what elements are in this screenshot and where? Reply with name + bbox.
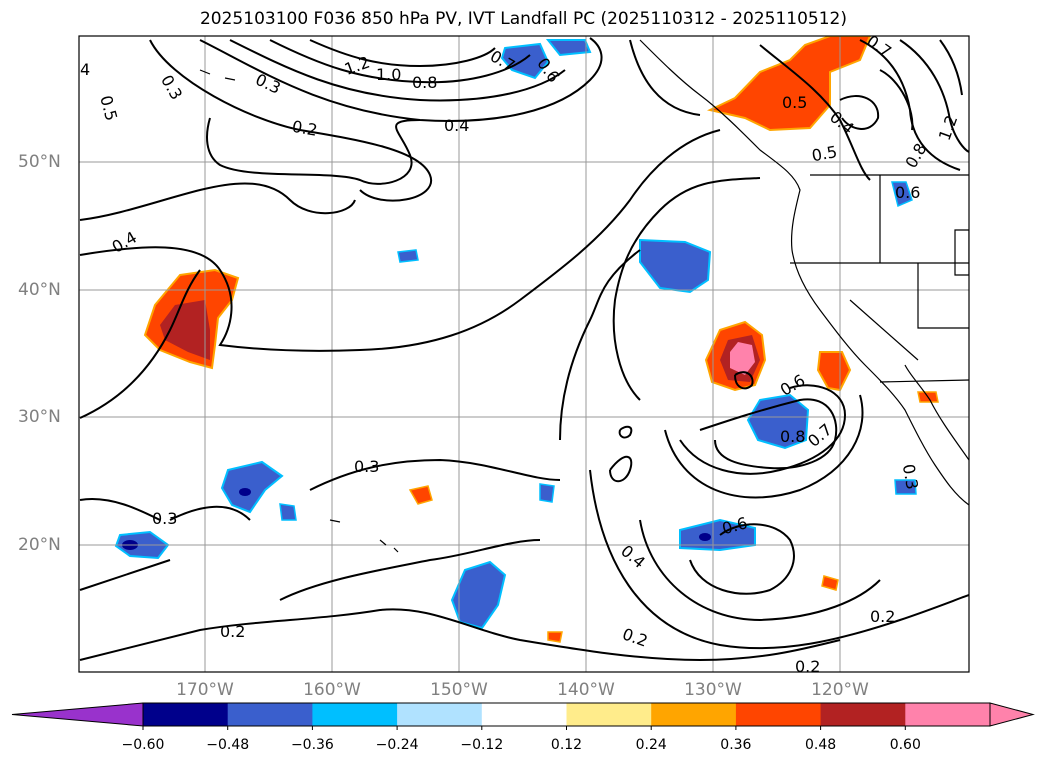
pv-contours (79, 37, 969, 662)
lat-label: 40°N (18, 280, 61, 300)
positive-anomaly-small-1 (408, 485, 433, 505)
coastlines (199, 39, 969, 553)
positive-anomaly-small-2 (547, 631, 563, 643)
negative-anomaly-small-1 (279, 503, 297, 521)
positive-anomaly-california (816, 351, 852, 392)
negative-anomaly-subtropical (746, 393, 810, 450)
contour-label: 0.4 (826, 107, 858, 138)
colorbar-segment (820, 703, 906, 726)
colorbar-tick-label: 0.60 (889, 737, 921, 753)
colorbar-tick-label: 0.24 (635, 737, 667, 753)
map-title: 2025103100 F036 850 hPa PV, IVT Landfall… (199, 9, 847, 29)
negative-anomaly-small-5 (891, 181, 913, 208)
negative-anomaly-ne-pacific (639, 238, 712, 294)
contour-label: 0.5 (96, 93, 121, 123)
contour-label: 0.3 (152, 509, 177, 528)
negative-anomaly-west-1 (220, 460, 284, 514)
contour-label: 0.2 (795, 657, 820, 676)
contour-label: 0.3 (354, 457, 379, 476)
colorbar-tick-label: −0.12 (460, 737, 504, 753)
negative-anomaly-north-2 (545, 39, 592, 57)
colorbar-segment (905, 703, 991, 726)
colorbar-extend-low (11, 702, 144, 727)
lon-label: 150°W (430, 680, 488, 700)
contour-label: 0.8 (901, 140, 930, 172)
contour-label: 0.4 (109, 227, 141, 256)
lon-label: 170°W (176, 680, 234, 700)
positive-anomaly-gulf-alaska (706, 36, 872, 132)
positive-max-central (730, 342, 755, 375)
contour-label: 0.3 (899, 463, 922, 491)
colorbar-segment (566, 703, 652, 726)
colorbar-tick-label: −0.36 (290, 737, 334, 753)
contour-label: 0.8 (780, 427, 805, 446)
contour-label: 4 (80, 60, 90, 79)
contour-label: 0.2 (291, 117, 319, 140)
colorbar-tick-label: 0.36 (720, 737, 752, 753)
contour-label: 0.2 (870, 607, 895, 626)
lon-label: 140°W (557, 680, 615, 700)
colorbar-segment (397, 703, 483, 726)
contour-label: 0.2 (220, 622, 245, 641)
colorbar-tick-label: 0.48 (805, 737, 837, 753)
graticule (79, 36, 969, 672)
positive-anomaly-small-3 (821, 575, 839, 591)
positive-core-west-pacific (160, 300, 210, 360)
contour-label: 0.2 (620, 624, 650, 651)
negative-anomaly-small-4 (894, 479, 917, 495)
contour-label: 0.8 (412, 73, 437, 92)
lon-label: 130°W (684, 680, 742, 700)
colorbar-segment (227, 703, 313, 726)
contour-label: 1.2 (342, 52, 372, 79)
contour-label: 0.5 (810, 142, 838, 165)
contour-label: 0.4 (444, 116, 469, 135)
negative-core-2 (239, 488, 251, 496)
lon-label: 160°W (303, 680, 361, 700)
negative-anomaly-south-2 (450, 560, 507, 630)
contour-label: 0.3 (253, 70, 284, 98)
lat-label: 50°N (18, 152, 61, 172)
contour-label: 0.4 (617, 541, 649, 572)
contour-label-layer: 4 0.5 0.3 0.3 1.2 1.0 0.8 0.7 0.6 0.2 0.… (80, 31, 961, 676)
negative-anomaly-small-2 (539, 483, 555, 503)
colorbar-tick-label: −0.48 (206, 737, 250, 753)
negative-core-3 (699, 533, 711, 541)
colorbar-tick-label: −0.24 (375, 737, 419, 753)
map-plot: 4 0.5 0.3 0.3 1.2 1.0 0.8 0.7 0.6 0.2 0.… (78, 31, 970, 676)
colorbar-segment (312, 703, 398, 726)
contour-label: 1.0 (376, 65, 401, 84)
lat-label: 20°N (18, 535, 61, 555)
contour-label: 0.5 (782, 93, 807, 112)
contour-label: 0.6 (895, 183, 920, 202)
negative-anomaly-north-1 (500, 42, 550, 80)
colorbar-extend-high (989, 702, 1035, 727)
map-frame (78, 35, 970, 673)
colorbar-tick-label: 0.12 (550, 737, 583, 753)
pv-anomaly-fills (114, 36, 939, 643)
colorbar-segments (11, 702, 1035, 727)
negative-anomaly-small-3 (397, 249, 419, 263)
contour-label: 0.6 (777, 370, 809, 399)
colorbar-segment (651, 703, 737, 726)
colorbar-tick-label: −0.60 (121, 737, 165, 753)
lat-label: 30°N (18, 407, 61, 427)
colorbar-segment (481, 703, 567, 726)
colorbar-segment (735, 703, 822, 726)
colorbar-segment (143, 703, 229, 726)
lon-label: 120°W (811, 680, 869, 700)
